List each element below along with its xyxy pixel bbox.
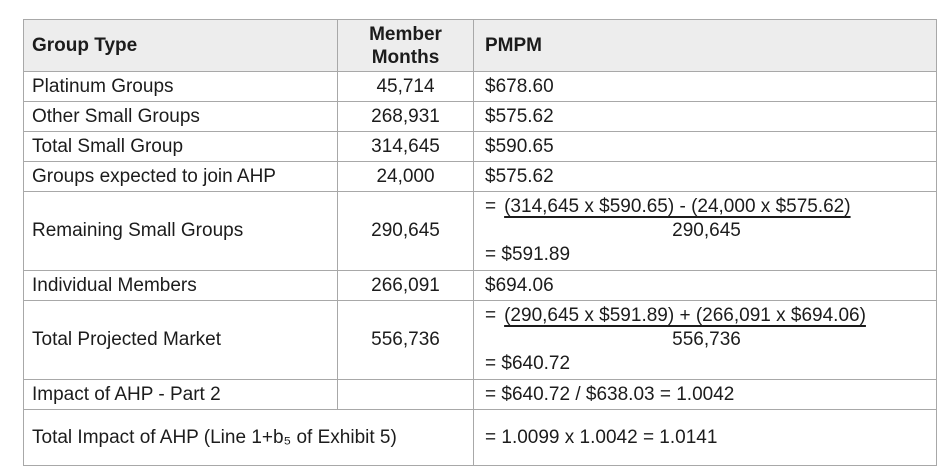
formula-numerator: (314,645 x $590.65) - (24,000 x $575.62) (504, 196, 851, 217)
table-row: Groups expected to join AHP 24,000 $575.… (23, 161, 937, 192)
cell-pmpm: $694.06 (473, 270, 937, 301)
cell-pmpm: $590.65 (473, 131, 937, 162)
cell-pmpm: = 1.0099 x 1.0042 = 1.0141 (473, 409, 937, 466)
table-row-remaining-small-groups: Remaining Small Groups 290,645 = (314,64… (23, 191, 937, 271)
cell-member-months: 266,091 (337, 270, 474, 301)
table-row: Individual Members 266,091 $694.06 (23, 270, 937, 301)
cell-pmpm: $575.62 (473, 161, 937, 192)
table-row: Other Small Groups 268,931 $575.62 (23, 101, 937, 132)
cell-group-type: Remaining Small Groups (23, 191, 338, 271)
formula-denominator: 290,645 (672, 220, 741, 241)
formula-denominator: 556,736 (672, 329, 741, 350)
cell-group-type: Groups expected to join AHP (23, 161, 338, 192)
cell-member-months: 45,714 (337, 71, 474, 102)
cell-group-type: Impact of AHP - Part 2 (23, 379, 338, 410)
cell-group-type: Platinum Groups (23, 71, 338, 102)
formula-numerator: (290,645 x $591.89) + (266,091 x $694.06… (504, 305, 866, 326)
formula-fraction-line: = (314,645 x $590.65) - (24,000 x $575.6… (485, 195, 928, 219)
table-row: Platinum Groups 45,714 $678.60 (23, 71, 937, 102)
cell-pmpm: $678.60 (473, 71, 937, 102)
cell-group-type-spanning: Total Impact of AHP (Line 1+b₅ of Exhibi… (23, 409, 474, 466)
group-type-label: Remaining Small Groups (32, 220, 244, 241)
formula-result: = $591.89 (485, 244, 571, 265)
cell-member-months (337, 379, 474, 410)
cell-pmpm: = $640.72 / $638.03 = 1.0042 (473, 379, 937, 410)
column-header-member-months: Member Months (337, 19, 474, 72)
cell-member-months: 314,645 (337, 131, 474, 162)
cell-group-type: Total Projected Market (23, 300, 338, 380)
formula-result: = $640.72 (485, 353, 571, 374)
column-header-group-type: Group Type (23, 19, 338, 72)
cell-group-type: Other Small Groups (23, 101, 338, 132)
cell-member-months: 24,000 (337, 161, 474, 192)
cell-group-type: Total Small Group (23, 131, 338, 162)
formula-fraction-line: = (290,645 x $591.89) + (266,091 x $694.… (485, 304, 928, 328)
cell-pmpm: $575.62 (473, 101, 937, 132)
formula-equals: = (485, 305, 497, 326)
table-row-total-projected-market: Total Projected Market 556,736 = (290,64… (23, 300, 937, 380)
table-row-impact-part2: Impact of AHP - Part 2 = $640.72 / $638.… (23, 379, 937, 410)
cell-member-months: 268,931 (337, 101, 474, 132)
column-header-pmpm: PMPM (473, 19, 937, 72)
cell-pmpm-formula: = (314,645 x $590.65) - (24,000 x $575.6… (473, 191, 937, 271)
cell-member-months: 556,736 (337, 300, 474, 380)
cell-group-type: Individual Members (23, 270, 338, 301)
cell-member-months: 290,645 (337, 191, 474, 271)
pmpm-impact-table: Group Type Member Months PMPM Platinum G… (23, 19, 937, 466)
header-row: Group Type Member Months PMPM (23, 19, 937, 72)
table-row: Total Small Group 314,645 $590.65 (23, 131, 937, 162)
table-row-total-impact: Total Impact of AHP (Line 1+b₅ of Exhibi… (23, 409, 937, 466)
formula-equals: = (485, 196, 497, 217)
cell-pmpm-formula: = (290,645 x $591.89) + (266,091 x $694.… (473, 300, 937, 380)
